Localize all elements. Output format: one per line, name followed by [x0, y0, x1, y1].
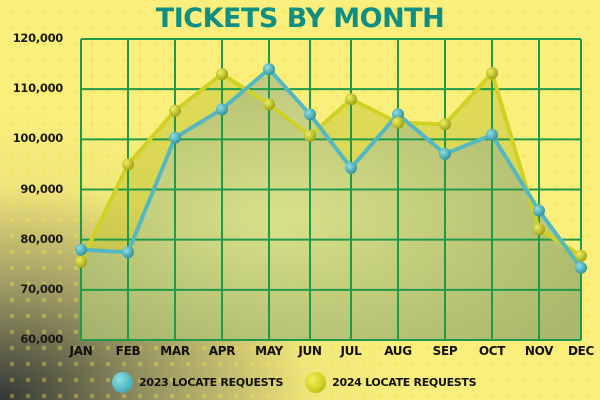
y-tick-label: 120,000 — [12, 31, 64, 45]
series-2023-point-feb — [122, 246, 134, 259]
series-2023-point-nov — [533, 204, 545, 217]
chart-title: TICKETS BY MONTH — [155, 3, 445, 34]
x-tick-label: JAN — [69, 344, 93, 358]
x-tick-label: APR — [208, 344, 236, 358]
legend-swatch-2023-icon — [112, 372, 133, 393]
x-tick-label: MAR — [160, 344, 190, 358]
area-2023 — [81, 69, 581, 340]
legend-label-2023: 2023 LOCATE REQUESTS — [139, 376, 284, 389]
y-tick-label: 110,000 — [12, 81, 64, 96]
series-2024-point-mar — [169, 104, 181, 117]
x-tick-label: DEC — [567, 344, 595, 358]
x-tick-label: AUG — [384, 344, 412, 358]
y-tick-label: 80,000 — [20, 231, 63, 246]
series-2024-point-sep — [439, 118, 451, 131]
series-2023-point-jan — [75, 243, 87, 256]
line-2024 — [79, 71, 583, 263]
series-2023-point-dec — [575, 261, 587, 274]
series-2024-point-jan — [75, 255, 87, 268]
series-2024-point-oct — [486, 67, 498, 80]
grid — [80, 38, 582, 341]
legend: 2023 LOCATE REQUESTS 2024 LOCATE REQUEST… — [112, 372, 498, 393]
series-2024-point-jun — [304, 129, 316, 142]
x-tick-label: OCT — [478, 344, 506, 358]
series-2023-point-may — [263, 63, 275, 76]
series-2023-point-sep — [439, 147, 451, 160]
series-2024-point-jul — [345, 93, 357, 106]
legend-item-2023: 2023 LOCATE REQUESTS — [112, 372, 283, 393]
x-tick-label: MAY — [255, 344, 283, 358]
series-2024-point-aug — [392, 116, 404, 129]
y-tick-label: 100,000 — [12, 131, 64, 146]
x-tick-label: JUN — [298, 344, 322, 358]
series-2024-point-dec — [575, 249, 587, 262]
legend-swatch-2024-icon — [305, 372, 327, 393]
x-tick-label: FEB — [115, 344, 141, 358]
x-tick-label: NOV — [524, 344, 554, 358]
x-tick-label: SEP — [432, 344, 458, 358]
series-2024-point-nov — [533, 223, 545, 236]
y-tick-label: 60,000 — [20, 332, 63, 346]
x-tick-label: JUL — [340, 344, 362, 358]
series-2023-point-mar — [169, 131, 181, 144]
line-2023 — [80, 67, 583, 269]
series-2024-point-may — [263, 98, 275, 111]
legend-label-2024: 2024 LOCATE REQUESTS — [332, 376, 477, 389]
y-tick-label: 90,000 — [20, 181, 63, 196]
series-2023-point-jun — [304, 108, 316, 121]
legend-item-2024: 2024 LOCATE REQUESTS — [305, 372, 477, 393]
series-2023-point-jul — [345, 161, 357, 174]
series-2023-point-aug — [392, 108, 404, 121]
series-2023-point-oct — [486, 128, 498, 141]
y-tick-label: 70,000 — [20, 281, 63, 296]
series-2023-point-apr — [216, 103, 228, 116]
series-2024-point-apr — [216, 68, 228, 81]
series-2024-point-feb — [122, 158, 134, 171]
